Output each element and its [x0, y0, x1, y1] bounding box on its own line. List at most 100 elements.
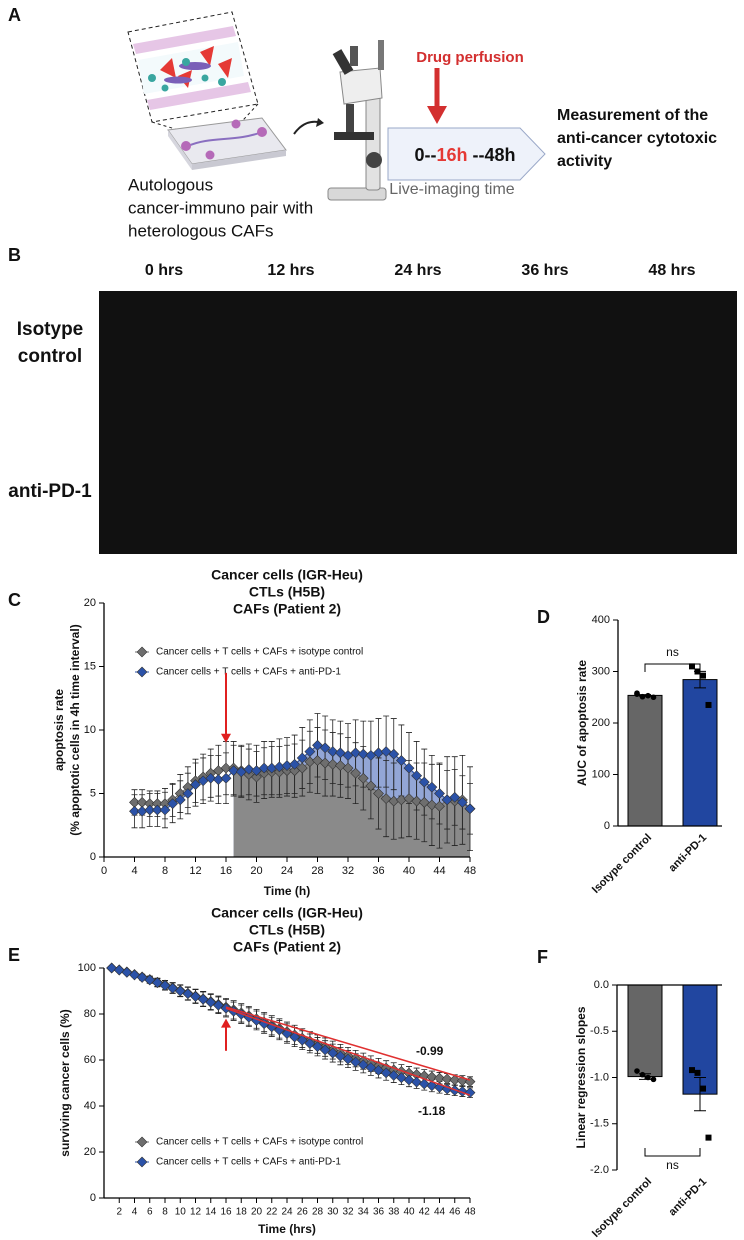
marker: [327, 1047, 339, 1059]
data-point: [645, 692, 651, 699]
y-axis-label: AUC of apoptosis rate: [575, 660, 589, 786]
data-point: [639, 1071, 646, 1078]
data-point: [650, 1076, 657, 1083]
marker: [365, 780, 377, 792]
slope-label: -0.99: [416, 1044, 444, 1058]
chip-schematic: [127, 11, 287, 170]
marker: [258, 762, 270, 774]
chart-title: CAFs (Patient 2): [233, 939, 341, 955]
y-tick-label: 200: [592, 717, 610, 729]
model-text: Autologous: [128, 175, 213, 194]
x-tick-label: 16: [220, 865, 232, 877]
y-tick-label: -1.5: [590, 1118, 609, 1130]
x-tick-label: 8: [162, 1207, 168, 1218]
y-axis-label: (% apoptotic cells in 4h time interval): [68, 624, 82, 835]
y-tick-label: 0.0: [594, 979, 609, 991]
marker: [296, 1034, 308, 1046]
x-tick-label: 32: [342, 865, 354, 877]
marker: [205, 996, 217, 1008]
marker: [312, 1041, 323, 1053]
x-tick-label: 22: [266, 1207, 278, 1218]
x-tick-label: 38: [388, 1207, 400, 1218]
marker: [411, 770, 423, 782]
marker: [434, 788, 445, 799]
x-tick-label: 42: [419, 1207, 431, 1218]
x-tick-label: 8: [162, 865, 168, 877]
x-tick-label: 32: [342, 1207, 354, 1218]
x-tick-label: 28: [311, 865, 323, 877]
marker: [464, 1076, 476, 1088]
row-label: anti-PD-1: [8, 481, 92, 502]
panel-label: A: [8, 5, 21, 25]
marker: [319, 757, 331, 769]
marker: [319, 742, 331, 754]
y-tick-label: -2.0: [590, 1164, 609, 1176]
row-label: control: [18, 346, 82, 367]
x-tick-label: Isotype control: [590, 1176, 654, 1240]
marker: [327, 746, 339, 758]
x-tick-label: 24: [281, 865, 293, 877]
marker: [190, 779, 201, 791]
x-tick-label: 44: [433, 865, 445, 877]
marker: [426, 781, 438, 793]
panel-label: D: [537, 607, 550, 627]
legend-label: Cancer cells + T cells + CAFs + anti-PD-…: [156, 667, 341, 678]
marker: [243, 763, 255, 775]
chart-title: Cancer cells (IGR-Heu): [211, 905, 363, 921]
y-tick-label: 15: [84, 660, 96, 672]
timeline-arrow: [387, 127, 546, 181]
data-point: [634, 690, 640, 696]
data-point: [650, 694, 657, 701]
significance-bracket: [644, 1148, 701, 1157]
marker: [212, 999, 224, 1011]
legend-label: Cancer cells + T cells + CAFs + isotype …: [156, 647, 363, 658]
panel-label: E: [8, 945, 20, 965]
marker: [296, 762, 308, 774]
y-tick-label: 20: [84, 1146, 96, 1158]
x-tick-label: 10: [175, 1207, 187, 1218]
y-tick-label: 60: [84, 1054, 96, 1066]
arrow-head: [316, 118, 324, 127]
marker: [456, 796, 468, 808]
marker: [411, 795, 423, 807]
micrograph-frame: [99, 291, 737, 554]
area: [233, 760, 470, 857]
y-tick-label: 0: [90, 1192, 96, 1204]
data-point: [639, 693, 646, 700]
y-tick-label: 80: [84, 1008, 96, 1020]
x-tick-label: 46: [449, 1207, 461, 1218]
x-tick-label: 4: [131, 865, 137, 877]
y-tick-label: 0: [90, 851, 96, 863]
x-tick-label: 48: [464, 865, 476, 877]
x-tick-label: Isotype control: [590, 832, 654, 896]
measurement: activity: [557, 153, 612, 170]
model-text: heterologous CAFs: [128, 221, 274, 240]
timeline-text: 0--16h --48h: [414, 145, 515, 165]
marker: [357, 772, 369, 784]
x-tick-label: 12: [189, 865, 201, 877]
y-axis-label: surviving cancer cells (%): [58, 1009, 72, 1156]
marker: [304, 1038, 316, 1049]
marker: [464, 803, 476, 815]
y-tick-label: -1.0: [590, 1071, 609, 1083]
y-tick-label: 5: [90, 787, 96, 799]
arrow: [293, 120, 319, 135]
marker: [167, 798, 179, 810]
y-axis-label: apoptosis rate: [52, 689, 66, 771]
y-tick-label: 100: [592, 768, 610, 780]
x-tick-label: 18: [236, 1207, 248, 1218]
microscope: [327, 40, 387, 201]
marker: [106, 962, 118, 974]
drug-arrow-head: [221, 1018, 231, 1028]
y-tick-label: 300: [592, 665, 610, 677]
legend-label: Cancer cells + T cells + CAFs + isotype …: [156, 1137, 363, 1148]
marker: [373, 788, 384, 799]
significance: ns: [666, 645, 679, 659]
measurement: anti-cancer cytotoxic: [557, 130, 717, 147]
x-tick-label: anti-PD-1: [667, 832, 710, 875]
x-tick-label: 20: [250, 865, 262, 877]
y-tick-label: 20: [84, 597, 96, 609]
marker: [395, 755, 407, 766]
y-tick-label: -0.5: [590, 1025, 609, 1037]
y-tick-label: 400: [592, 614, 610, 626]
